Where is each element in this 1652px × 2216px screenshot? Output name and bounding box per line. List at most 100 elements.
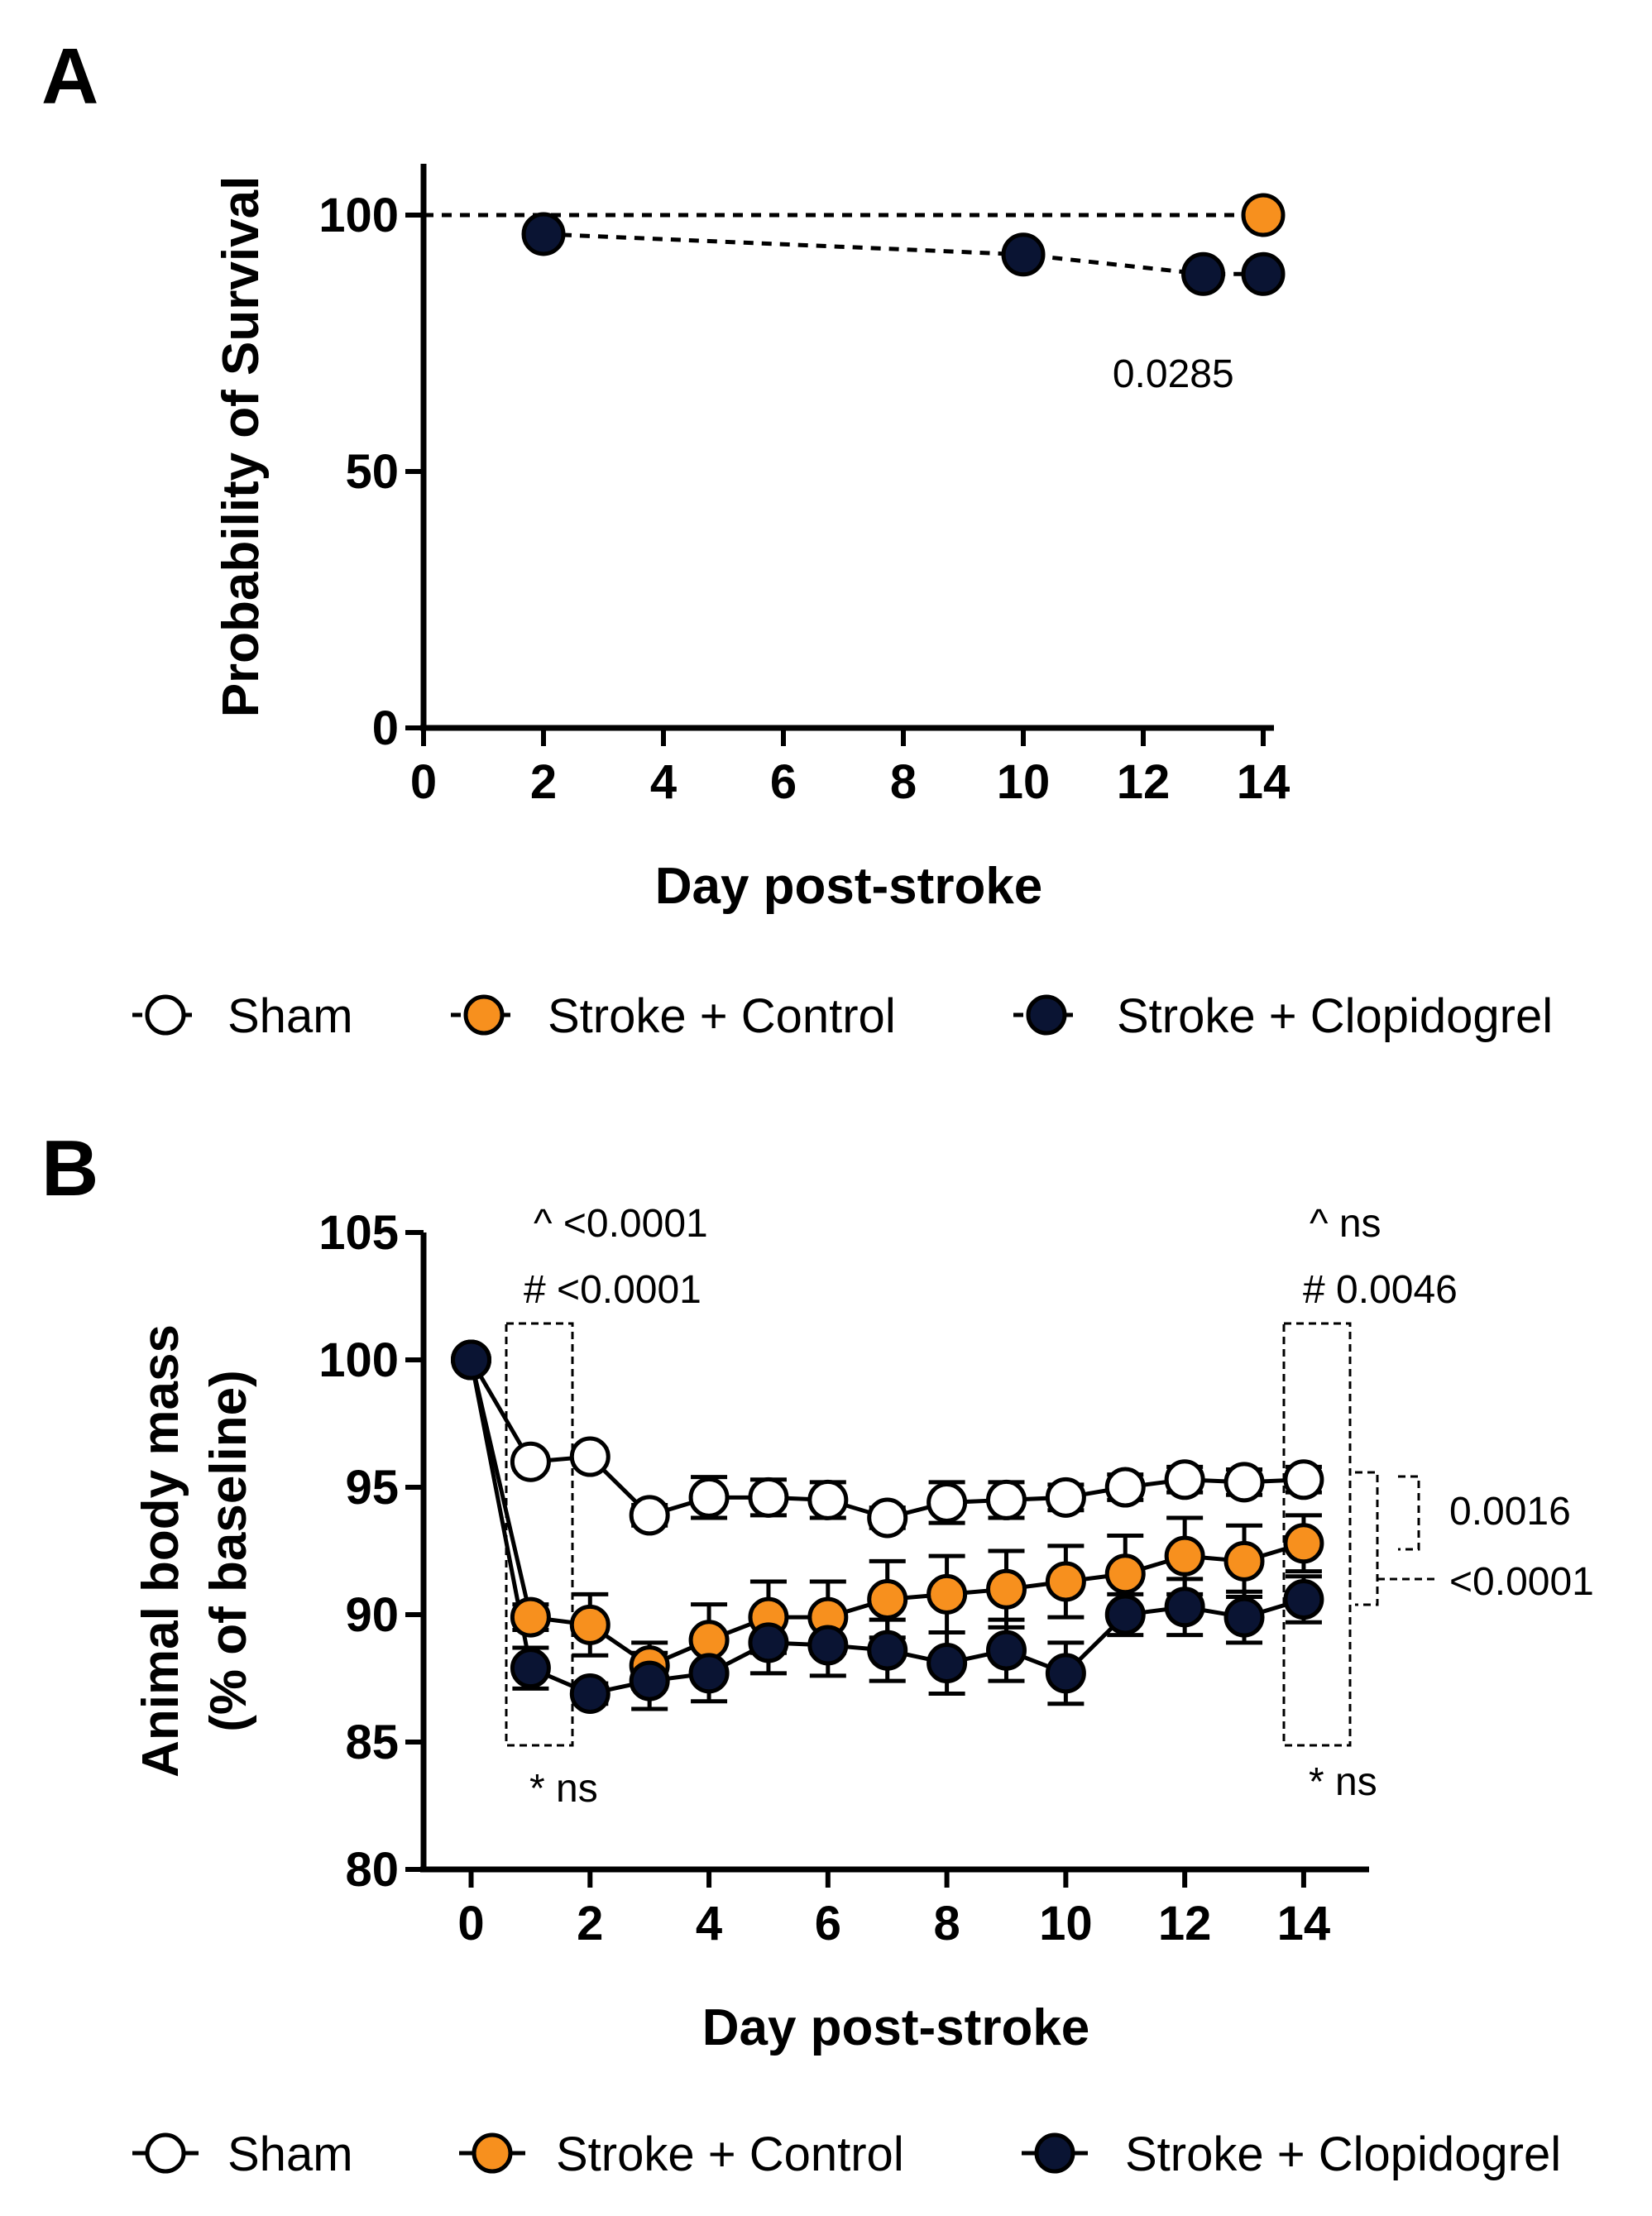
panel-b-point-control [1283,1523,1324,1564]
panel-a-point-clopidogrel [521,212,566,256]
panel-b-point-clopidogrel [451,1339,492,1381]
bracket-sham-clopidogrel [1355,1471,1379,1606]
panel-b-point-sham [1223,1462,1265,1503]
panel-b-point-clopidogrel [688,1653,730,1694]
panel-a-x-tick-label: 4 [650,755,677,809]
legend-a-clopidogrel: Stroke + Clopidogrel [1013,989,1553,1043]
panel-b-point-control [688,1620,730,1661]
panel-b-point-sham [985,1479,1027,1520]
panel-b-x-tick-label: 12 [1158,1897,1212,1950]
panel-b-y-ticks: 80 85 90 95 100 105 [318,1206,424,1897]
panel-b-point-control [569,1604,611,1645]
legend-a-control-label: Stroke + Control [548,989,896,1043]
panel-b-legend: Sham Stroke + Control Stroke + Clopidogr… [132,2127,1561,2181]
panel-b-point-control [927,1573,968,1615]
legend-a-clopidogrel-label: Stroke + Clopidogrel [1117,989,1553,1043]
legend-b-sham-marker [145,2132,186,2174]
panel-b-point-control [1223,1540,1265,1582]
panel-a-series-lines [424,213,1263,276]
panel-b-series [451,1339,1324,1714]
panel-b-y-tick-label: 80 [345,1843,399,1897]
panel-b-y-tick-label: 105 [318,1206,399,1260]
panel-b-y-axis-title-line2: (% of baseline) [200,1370,257,1732]
panel-a-x-tick-label: 0 [410,755,437,809]
day1-annotation-hash: # <0.0001 [524,1268,702,1312]
panel-a-y-tick-label: 50 [345,445,399,499]
panel-b-point-sham [1164,1459,1205,1500]
panel-b-markers-clopidogrel [451,1339,1324,1714]
panel-a: A 0 50 100 0 2 4 6 8 10 12 14 0.0285 Day post-str… [41,32,1553,1043]
panel-b-point-sham [927,1481,968,1523]
bracket-sham-control [1398,1475,1420,1551]
panel-b-point-control [510,1596,551,1638]
panel-b-point-clopidogrel [807,1625,849,1666]
legend-a-control: Stroke + Control [451,989,896,1043]
bracket-sham-clopidogrel-label: <0.0001 [1449,1560,1594,1604]
legend-a-sham: Sham [132,989,353,1043]
panel-b-point-control [1164,1535,1205,1577]
panel-a-y-ticks: 0 50 100 [318,189,424,755]
panel-b-point-clopidogrel [867,1630,908,1671]
legend-a-control-marker [463,994,505,1036]
bracket-sham-control-label: 0.0016 [1449,1490,1571,1534]
panel-b-x-tick-label: 0 [457,1897,484,1950]
panel-a-x-tick-label: 12 [1117,755,1171,809]
panel-b-point-sham [807,1479,849,1520]
panel-a-pvalue: 0.0285 [1113,352,1234,396]
panel-b-point-sham [1283,1459,1324,1500]
panel-b-point-clopidogrel [927,1643,968,1684]
panel-a-legend: Sham Stroke + Control Stroke + Clopidogr… [132,989,1553,1043]
panel-b-y-tick-label: 90 [345,1588,399,1642]
panel-a-y-tick-label: 100 [318,189,399,242]
day14-annotation-hash: # 0.0046 [1303,1268,1458,1312]
panel-b-point-clopidogrel [748,1622,789,1663]
panel-b-point-clopidogrel [1223,1596,1265,1638]
panel-b-y-tick-label: 95 [345,1461,399,1515]
panel-b-point-sham [569,1436,611,1477]
legend-b-control-label: Stroke + Control [556,2127,904,2181]
panel-a-x-ticks: 0 2 4 6 8 10 12 14 [410,728,1290,809]
panel-b-point-clopidogrel [985,1630,1027,1671]
legend-b-clopidogrel: Stroke + Clopidogrel [1022,2127,1561,2181]
panel-b-markers-sham [451,1339,1324,1539]
day14-annotation-star: * ns [1309,1760,1377,1804]
panel-a-x-axis-title: Day post-stroke [655,858,1043,915]
panel-b-letter: B [41,1124,98,1213]
panel-b-x-tick-label: 2 [577,1897,603,1950]
panel-a-line-clopidogrel [543,232,1263,276]
legend-b-sham-label: Sham [227,2127,353,2181]
panel-a-point-clopidogrel [1001,232,1046,277]
panel-b-x-tick-label: 10 [1039,1897,1093,1950]
panel-b-x-tick-label: 6 [815,1897,841,1950]
panel-b-point-clopidogrel [510,1648,551,1689]
day14-highlight-box [1282,1322,1352,1747]
panel-b-point-control [985,1568,1027,1610]
legend-a-clopidogrel-marker [1026,994,1067,1036]
legend-a-sham-label: Sham [227,989,353,1043]
panel-b: B 80 85 90 95 100 105 0 2 4 6 8 10 12 14 ^ <0.0001 #… [41,1124,1594,2181]
panel-b-x-tick-label: 8 [933,1897,960,1950]
panel-a-point-control [1241,193,1286,237]
panel-b-point-sham [867,1497,908,1539]
day14-annotation-caret: ^ ns [1310,1202,1381,1246]
panel-a-x-tick-label: 8 [890,755,917,809]
panel-b-x-tick-label: 4 [696,1897,722,1950]
legend-b-clopidogrel-label: Stroke + Clopidogrel [1125,2127,1561,2181]
panel-b-point-sham [748,1477,789,1518]
day1-annotation-star: * ns [529,1767,598,1811]
panel-b-x-axis-title: Day post-stroke [702,1999,1090,2056]
legend-b-control: Stroke + Control [459,2127,904,2181]
panel-b-point-clopidogrel [1045,1653,1086,1694]
panel-b-point-clopidogrel [1104,1594,1146,1635]
panel-b-point-clopidogrel [1283,1579,1324,1620]
legend-b-clopidogrel-marker [1034,2132,1075,2174]
panel-b-point-sham [688,1477,730,1518]
panel-a-x-tick-label: 14 [1237,755,1290,809]
panel-b-x-tick-label: 14 [1277,1897,1331,1950]
panel-b-y-tick-label: 100 [318,1333,399,1387]
panel-b-point-clopidogrel [1164,1587,1205,1628]
panel-b-point-control [1104,1553,1146,1595]
panel-b-point-sham [510,1441,551,1482]
panel-b-x-ticks: 0 2 4 6 8 10 12 14 [457,1869,1330,1950]
legend-b-sham: Sham [132,2127,353,2181]
